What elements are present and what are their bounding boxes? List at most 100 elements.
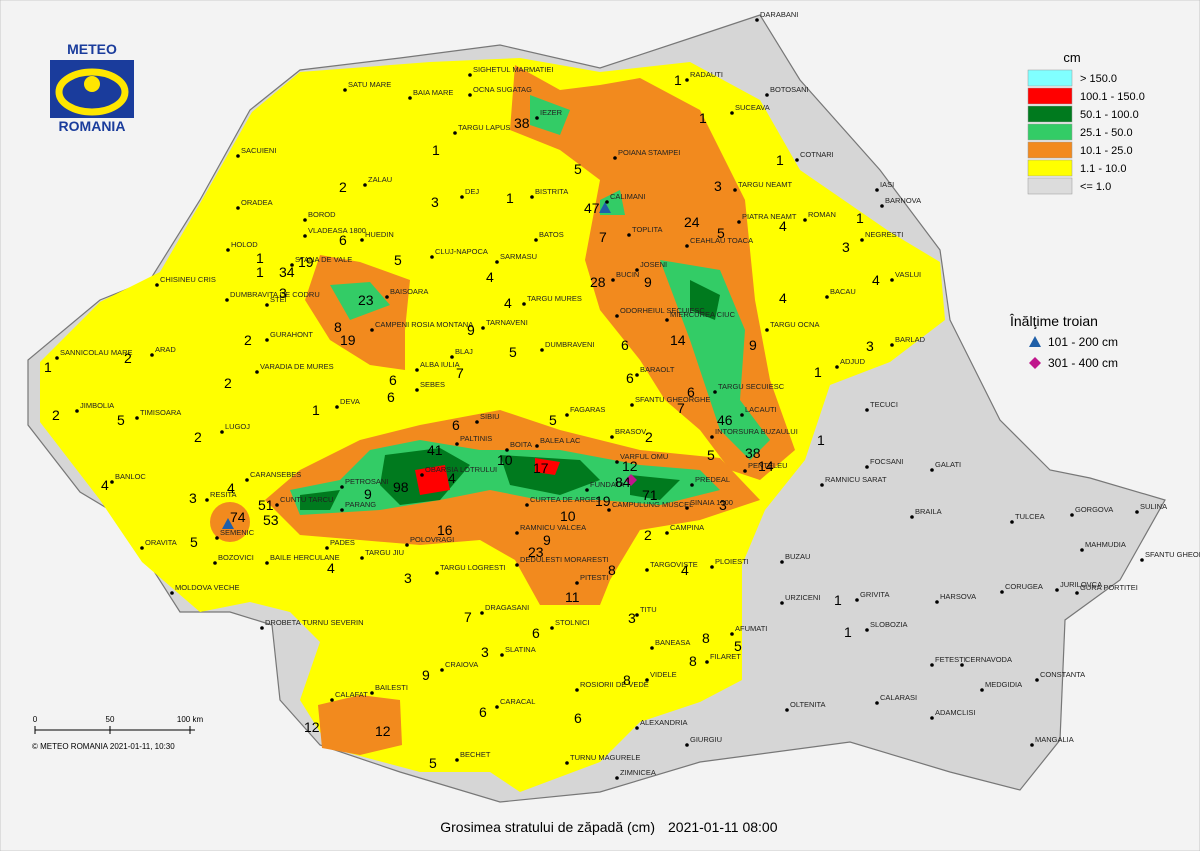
city-label: ORAVITA: [145, 538, 177, 547]
copyright: © METEO ROMANIA 2021-01-11, 10:30: [32, 742, 175, 751]
snow-value: 8: [623, 672, 631, 688]
city-dot: [743, 469, 747, 473]
scale-label: 0: [33, 715, 38, 724]
city-dot: [475, 420, 479, 424]
snow-value: 71: [642, 487, 658, 503]
city-label: BARLAD: [895, 335, 926, 344]
snow-value: 19: [298, 254, 314, 270]
city-dot: [685, 78, 689, 82]
city-label: GRIVITA: [860, 590, 889, 599]
city-dot: [370, 328, 374, 332]
snow-value: 9: [467, 322, 475, 338]
city-dot: [468, 93, 472, 97]
snow-value: 3: [714, 178, 722, 194]
city-dot: [415, 368, 419, 372]
snow-value: 1: [844, 624, 852, 640]
city-label: TARGU NEAMT: [738, 180, 792, 189]
snow-value: 84: [615, 474, 631, 490]
caption: Grosimea stratului de zăpadă (cm): [440, 819, 655, 835]
city-dot: [550, 626, 554, 630]
city-label: BANLOC: [115, 472, 146, 481]
snow-value: 7: [456, 365, 464, 381]
city-dot: [825, 295, 829, 299]
city-label: CRAIOVA: [445, 660, 478, 669]
legend-label: 25.1 - 50.0: [1080, 127, 1133, 139]
city-label: STOLNICI: [555, 618, 589, 627]
city-label: FOCSANI: [870, 457, 903, 466]
city-label: BOTOSANI: [770, 85, 809, 94]
city-label: JURILOVCA: [1060, 580, 1102, 589]
city-label: MANGALIA: [1035, 735, 1074, 744]
city-label: POLOVRAGI: [410, 535, 454, 544]
snow-value: 12: [375, 723, 391, 739]
city-label: OCNA SUGATAG: [473, 85, 532, 94]
city-dot: [803, 218, 807, 222]
snow-value: 46: [717, 412, 733, 428]
snow-value: 8: [702, 630, 710, 646]
city-dot: [1070, 513, 1074, 517]
city-dot: [236, 154, 240, 158]
snow-value: 5: [394, 252, 402, 268]
city-dot: [1135, 510, 1139, 514]
legend-swatch: [1027, 177, 1073, 195]
snow-value: 3: [404, 570, 412, 586]
city-label: HARSOVA: [940, 592, 976, 601]
city-dot: [455, 442, 459, 446]
city-label: SEBES: [420, 380, 445, 389]
city-label: PENTELEU: [748, 461, 788, 470]
legend-label: 50.1 - 100.0: [1080, 109, 1139, 121]
city-dot: [645, 568, 649, 572]
snow-value: 7: [464, 609, 472, 625]
city-label: VASLUI: [895, 270, 921, 279]
snow-value: 6: [621, 337, 629, 353]
city-dot: [245, 478, 249, 482]
city-dot: [635, 268, 639, 272]
city-dot: [710, 565, 714, 569]
city-label: NEGRESTI: [865, 230, 903, 239]
city-label: GIURGIU: [690, 735, 722, 744]
troian-icon: [1029, 357, 1041, 369]
city-label: TARGU LOGRESTI: [440, 563, 506, 572]
city-label: SACUIENI: [241, 146, 276, 155]
city-label: BOITA: [510, 440, 532, 449]
city-dot: [780, 601, 784, 605]
snow-value: 1: [432, 142, 440, 158]
snow-value: 5: [549, 412, 557, 428]
snow-value: 4: [872, 272, 880, 288]
snow-value: 41: [427, 442, 443, 458]
city-label: BISTRITA: [535, 187, 568, 196]
city-label: BANEASA: [655, 638, 690, 647]
snow-value: 1: [817, 432, 825, 448]
city-dot: [135, 416, 139, 420]
city-dot: [505, 448, 509, 452]
snow-value: 3: [719, 497, 727, 513]
city-label: GURAHONT: [270, 330, 313, 339]
city-dot: [865, 628, 869, 632]
city-label: FAGARAS: [570, 405, 605, 414]
snow-value: 9: [543, 532, 551, 548]
city-label: TIMISOARA: [140, 408, 181, 417]
snow-value: 6: [626, 370, 634, 386]
city-dot: [430, 255, 434, 259]
legend: cm > 150.0 100.1 - 150.0 50.1 - 100.0 25.1 …: [1027, 50, 1145, 195]
date: 2021-01-11 08:00: [668, 819, 778, 835]
city-label: DRAGASANI: [485, 603, 529, 612]
scale-label: 100 km: [177, 715, 204, 724]
city-label: TULCEA: [1015, 512, 1045, 521]
legend-swatch: [1027, 87, 1073, 105]
snow-value: 47: [584, 200, 600, 216]
city-dot: [408, 96, 412, 100]
city-label: IASI: [880, 180, 894, 189]
city-label: ROSIORII DE VEDE: [580, 680, 649, 689]
city-label: ALEXANDRIA: [640, 718, 688, 727]
snow-value: 1: [814, 364, 822, 380]
city-label: RAMNICU SARAT: [825, 475, 887, 484]
city-label: BAILESTI: [375, 683, 408, 692]
city-label: BATOS: [539, 230, 564, 239]
city-dot: [875, 701, 879, 705]
city-label: PARANG: [345, 500, 376, 509]
city-label: DUMBRAVENI: [545, 340, 594, 349]
logo-top: METEO: [67, 41, 117, 57]
city-dot: [75, 409, 79, 413]
